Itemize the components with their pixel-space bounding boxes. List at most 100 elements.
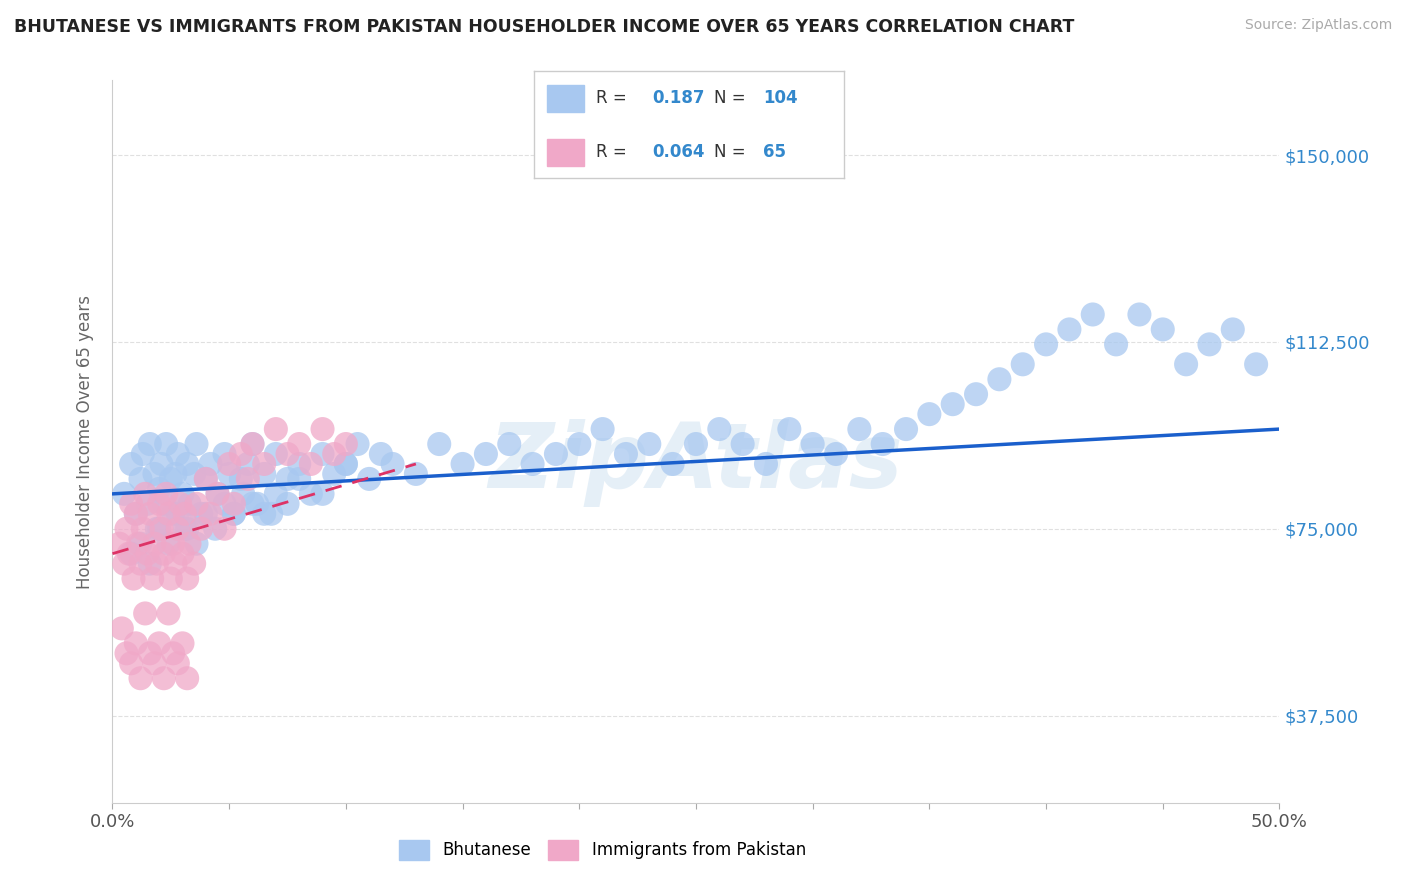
Point: [918, 407, 941, 421]
Point: [825, 447, 848, 461]
Point: [346, 437, 368, 451]
Point: [111, 621, 134, 635]
Point: [1059, 322, 1081, 336]
Point: [160, 572, 183, 586]
Point: [988, 372, 1011, 386]
Point: [214, 497, 236, 511]
Point: [134, 607, 156, 621]
Point: [166, 507, 188, 521]
Point: [139, 557, 162, 571]
Point: [222, 497, 245, 511]
Point: [872, 437, 894, 451]
Point: [173, 507, 195, 521]
Point: [115, 646, 138, 660]
Point: [381, 457, 404, 471]
Point: [311, 487, 333, 501]
Point: [176, 457, 198, 471]
Point: [1105, 337, 1128, 351]
Point: [186, 437, 208, 451]
Point: [129, 472, 152, 486]
Point: [276, 447, 298, 461]
Point: [176, 671, 198, 685]
Point: [544, 447, 567, 461]
Point: [120, 497, 142, 511]
Point: [942, 397, 965, 411]
Point: [166, 447, 188, 461]
Point: [122, 572, 145, 586]
Point: [141, 572, 163, 586]
Point: [264, 487, 287, 501]
Point: [207, 487, 229, 501]
Point: [155, 437, 177, 451]
Point: [229, 447, 252, 461]
Point: [172, 636, 194, 650]
Point: [246, 497, 269, 511]
Y-axis label: Householder Income Over 65 years: Householder Income Over 65 years: [76, 294, 94, 589]
Point: [288, 457, 311, 471]
Point: [731, 437, 754, 451]
Point: [132, 447, 155, 461]
Point: [1198, 337, 1220, 351]
Point: [148, 482, 170, 496]
Point: [194, 507, 217, 521]
Point: [232, 487, 254, 501]
Text: 104: 104: [763, 89, 797, 107]
Point: [222, 507, 245, 521]
Point: [120, 457, 142, 471]
Point: [143, 537, 166, 551]
Point: [359, 472, 381, 486]
Point: [204, 522, 226, 536]
Point: [685, 437, 707, 451]
Point: [1244, 357, 1267, 371]
Text: 0.187: 0.187: [652, 89, 704, 107]
Point: [311, 422, 333, 436]
Point: [276, 472, 298, 486]
Point: [129, 537, 152, 551]
Point: [242, 497, 264, 511]
Point: [661, 457, 683, 471]
Point: [134, 487, 156, 501]
Point: [150, 522, 173, 536]
Point: [125, 507, 148, 521]
Point: [118, 547, 141, 561]
Point: [183, 557, 205, 571]
Point: [139, 507, 162, 521]
Bar: [547, 86, 583, 112]
Point: [638, 437, 661, 451]
Point: [264, 422, 287, 436]
Point: [264, 447, 287, 461]
Point: [253, 457, 276, 471]
Point: [162, 646, 184, 660]
Point: [260, 507, 283, 521]
Point: [179, 537, 201, 551]
Point: [162, 507, 184, 521]
Point: [143, 467, 166, 481]
Point: [1175, 357, 1198, 371]
Point: [160, 472, 183, 486]
Point: [1035, 337, 1057, 351]
Point: [405, 467, 427, 481]
Point: [165, 557, 187, 571]
Point: [146, 557, 169, 571]
Point: [169, 497, 191, 511]
Point: [125, 507, 148, 521]
Point: [166, 657, 188, 671]
Point: [498, 437, 520, 451]
Point: [323, 447, 346, 461]
Point: [186, 537, 208, 551]
Point: [129, 671, 152, 685]
Point: [253, 467, 276, 481]
Point: [176, 572, 198, 586]
Point: [179, 497, 201, 511]
Point: [451, 457, 474, 471]
Point: [148, 636, 170, 650]
Point: [299, 457, 322, 471]
Point: [157, 537, 180, 551]
Point: [778, 422, 800, 436]
Point: [173, 522, 195, 536]
Point: [157, 607, 180, 621]
Text: Source: ZipAtlas.com: Source: ZipAtlas.com: [1244, 18, 1392, 32]
Point: [214, 447, 236, 461]
Point: [709, 422, 731, 436]
Point: [207, 487, 229, 501]
